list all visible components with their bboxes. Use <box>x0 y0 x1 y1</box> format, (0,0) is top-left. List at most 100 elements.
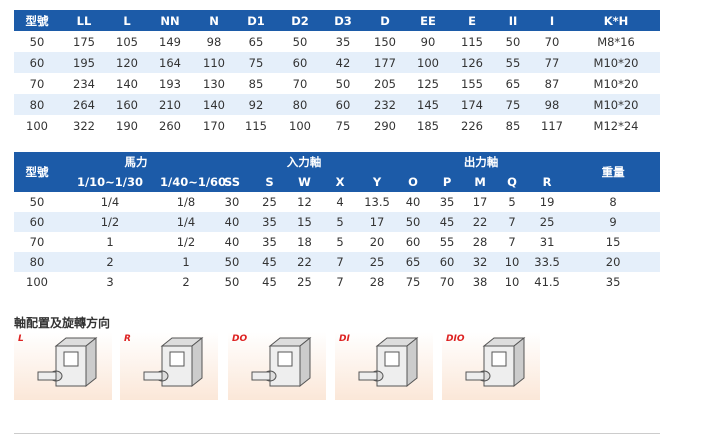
cell: 19 <box>539 195 555 209</box>
cell: 60 <box>405 235 421 249</box>
gearbox-icon <box>143 336 204 388</box>
header: 重量 <box>566 152 661 192</box>
cell: 40 <box>224 235 240 249</box>
cell: 15 <box>287 212 322 232</box>
cell: 80 <box>14 252 60 272</box>
cell: 25 <box>358 252 397 272</box>
row: 80 264 160 210 140 92 80 60 232 145 174 75 98 M10*20 <box>14 94 660 115</box>
cell: 10 <box>496 252 529 272</box>
cell: 17 <box>358 212 397 232</box>
cell: 100 <box>26 118 48 133</box>
header: SS <box>212 172 252 192</box>
cell: 98 <box>532 94 572 115</box>
cell: 50 <box>224 275 240 289</box>
header: O <box>396 172 431 192</box>
dimension-table: 型號 LL L NN N D1 D2 D3 D EE E II I K*H 50 175 105 149 98 65 5… <box>14 10 660 136</box>
header: N <box>194 10 234 31</box>
cell: 193 <box>159 76 181 91</box>
cell: 40 <box>212 212 252 232</box>
cell: 75 <box>405 275 421 289</box>
cell: 7 <box>508 235 516 249</box>
cell: 28 <box>369 275 385 289</box>
orientation-label: DO <box>232 334 248 344</box>
cell: 35 <box>262 235 277 249</box>
cell: 149 <box>159 34 181 49</box>
orientation-label: DI <box>339 334 350 344</box>
cell: 50 <box>335 76 351 91</box>
cell: 38 <box>472 275 488 289</box>
cell: 41.5 <box>534 275 560 289</box>
cell: 100 <box>289 118 311 133</box>
cell: 65 <box>248 34 264 49</box>
header: D <box>364 10 406 31</box>
cell: 55 <box>439 235 455 249</box>
orientation-label: L <box>18 334 24 344</box>
cell: 175 <box>73 34 95 49</box>
cell: 85 <box>505 118 521 133</box>
cell: 32 <box>464 252 497 272</box>
cell: 45 <box>262 275 277 289</box>
cell: 35 <box>335 34 351 49</box>
cell: 35 <box>252 212 287 232</box>
cell: 115 <box>461 34 483 49</box>
cell: 92 <box>234 94 278 115</box>
cell: 10 <box>504 275 520 289</box>
cell: 105 <box>116 34 138 49</box>
cell: 70 <box>439 275 455 289</box>
gearbox-icon <box>37 336 98 388</box>
cell: 4 <box>336 195 344 209</box>
cell: 1/4 <box>100 195 120 209</box>
header: 出力軸 <box>396 152 567 172</box>
row: 50 175 105 149 98 65 50 35 150 90 115 50 70 M8*16 <box>14 31 660 52</box>
cell: 85 <box>248 76 264 91</box>
cell: 17 <box>472 195 488 209</box>
group-header-row: 型號 馬力 入力軸 出力軸 重量 <box>14 152 661 192</box>
header: P <box>430 172 465 192</box>
cell: 8 <box>609 195 617 209</box>
cell: 145 <box>406 94 450 115</box>
cell: 120 <box>108 52 146 73</box>
cell: 75 <box>494 94 532 115</box>
header: EE <box>406 10 450 31</box>
cell: 70 <box>29 76 45 91</box>
cell: 87 <box>544 76 560 91</box>
cell: 205 <box>374 76 396 91</box>
cell: 60 <box>278 52 322 73</box>
cell: 210 <box>146 94 194 115</box>
cell: M8*16 <box>597 34 635 49</box>
cell: 232 <box>364 94 406 115</box>
cell: 100 <box>406 52 450 73</box>
spec-table: 型號 馬力 入力軸 出力軸 重量 1/10~1/30 1/40~1/60 SS S W X… <box>14 152 661 292</box>
cell: 2 <box>60 252 160 272</box>
cell: 130 <box>203 76 225 91</box>
cell: 155 <box>461 76 483 91</box>
cell: 7 <box>496 212 529 232</box>
orientation-image: L <box>14 332 112 400</box>
cell: 35 <box>439 195 455 209</box>
cell: 70 <box>29 235 45 249</box>
row: 70 234 140 193 130 85 70 50 205 125 155 65 87 M10*20 <box>14 73 660 94</box>
cell: 195 <box>60 52 108 73</box>
cell: 50 <box>292 34 308 49</box>
header: D2 <box>278 10 322 31</box>
cell: 60 <box>322 94 364 115</box>
cell: 45 <box>252 252 287 272</box>
cell: 25 <box>528 212 567 232</box>
header: 1/40~1/60 <box>160 172 226 192</box>
cell: 70 <box>292 76 308 91</box>
cell: 65 <box>396 252 431 272</box>
cell: 20 <box>369 235 385 249</box>
cell: 1/2 <box>176 235 196 249</box>
row: 60 195 120 164 110 75 60 42 177 100 126 55 77 M10*20 <box>14 52 660 73</box>
cell: 20 <box>566 252 661 272</box>
cell: 70 <box>544 34 560 49</box>
cell: 42 <box>322 52 364 73</box>
header: Y <box>358 172 397 192</box>
cell: 100 <box>26 275 48 289</box>
cell: 140 <box>194 94 234 115</box>
cell: 126 <box>450 52 494 73</box>
cell: 5 <box>508 195 516 209</box>
cell: 185 <box>417 118 439 133</box>
cell: 3 <box>106 275 114 289</box>
